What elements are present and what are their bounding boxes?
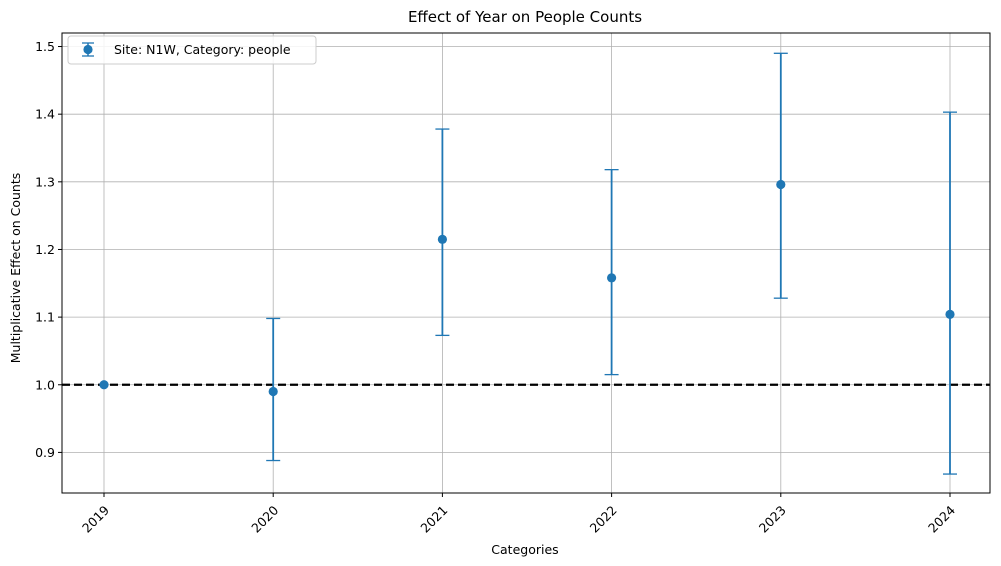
plot-frame — [61, 32, 991, 494]
legend-point — [83, 44, 93, 55]
data-point — [99, 380, 109, 390]
data-point — [437, 234, 447, 244]
ticks: 2019 2020 2021 2022 2023 2024 0.9 1.0 1.1 1.2 1.3 1… — [35, 39, 958, 536]
y-tick-label: 1.5 — [35, 39, 55, 54]
data-point — [607, 273, 617, 283]
data-point — [268, 386, 278, 397]
x-tick-label: 2020 — [248, 502, 281, 535]
y-tick-label: 1.4 — [35, 107, 55, 122]
x-axis-title: Categories — [491, 542, 558, 557]
y-tick-label: 1.1 — [35, 310, 55, 325]
y-tick-label: 1.3 — [35, 174, 55, 189]
y-tick-label: 0.9 — [35, 445, 55, 460]
data-layer — [99, 52, 957, 475]
legend-marker — [82, 42, 94, 57]
x-tick-label: 2019 — [79, 502, 112, 535]
x-tick-label: 2023 — [756, 503, 789, 536]
y-tick-label: 1.0 — [35, 377, 55, 392]
data-point — [776, 179, 786, 190]
legend-box — [67, 35, 317, 65]
x-tick-label: 2024 — [925, 502, 958, 535]
chart-title: Effect of Year on People Counts — [408, 8, 642, 26]
grid — [62, 33, 990, 493]
x-tick-label: 2022 — [587, 503, 620, 536]
y-tick-label: 1.2 — [35, 242, 55, 257]
data-point — [945, 309, 955, 320]
legend: Site: N1W, Category: people — [67, 35, 317, 65]
x-tick-label: 2021 — [417, 503, 450, 536]
legend-label: Site: N1W, Category: people — [114, 42, 291, 57]
y-axis-title: Multiplicative Effect on Counts — [8, 173, 23, 364]
